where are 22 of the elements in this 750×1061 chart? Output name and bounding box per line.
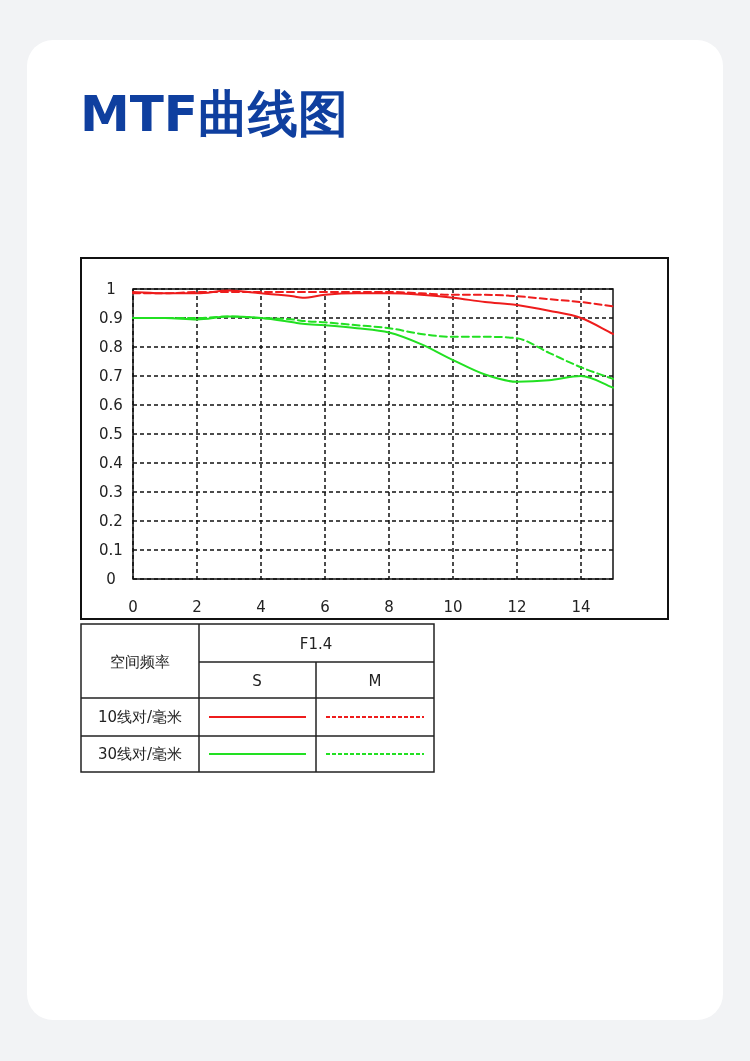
y-tick-label: 0.6 [99,396,123,414]
x-tick-label: 14 [571,598,591,616]
y-tick-label: 0.1 [99,541,123,559]
y-tick-label: 0 [106,570,116,588]
y-tick-label: 0.8 [99,338,123,356]
y-tick-label: 0.4 [99,454,123,472]
x-tick-label: 10 [443,598,463,616]
y-tick-label: 0.5 [99,425,123,443]
y-tick-label: 0.3 [99,483,123,501]
legend-title: 空间频率 [110,653,170,671]
x-tick-label: 0 [128,598,138,616]
x-tick-label: 8 [384,598,394,616]
y-tick-label: 0.2 [99,512,123,530]
x-tick-label: 2 [192,598,202,616]
x-tick-label: 4 [256,598,266,616]
x-tick-label: 12 [507,598,527,616]
x-tick-label: 6 [320,598,330,616]
chart-title: MTF曲线图 [80,85,349,143]
y-tick-label: 0.7 [99,367,123,385]
y-tick-label: 1 [106,280,116,298]
y-tick-label: 0.9 [99,309,123,327]
legend: 空间频率 F1.4 S M 10线对/毫米 30线对/毫米 [80,623,435,773]
